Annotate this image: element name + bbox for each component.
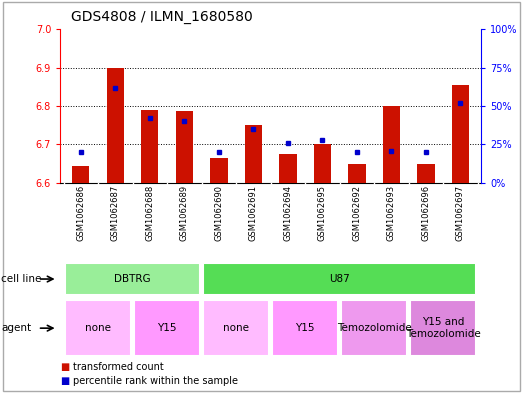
Bar <box>417 164 435 183</box>
Bar <box>141 110 158 183</box>
Text: none: none <box>85 323 111 333</box>
Text: Y15 and
Temozolomide: Y15 and Temozolomide <box>406 318 481 339</box>
Text: GSM1062694: GSM1062694 <box>283 185 292 241</box>
Bar <box>107 68 124 183</box>
Bar <box>411 300 476 356</box>
Bar <box>203 300 269 356</box>
Text: ■: ■ <box>60 362 70 373</box>
Text: GSM1062686: GSM1062686 <box>76 185 85 241</box>
Text: Y15: Y15 <box>157 323 177 333</box>
Bar <box>72 165 89 183</box>
Text: GDS4808 / ILMN_1680580: GDS4808 / ILMN_1680580 <box>71 10 253 24</box>
Bar <box>176 111 193 183</box>
Bar <box>134 300 200 356</box>
Text: percentile rank within the sample: percentile rank within the sample <box>73 376 238 386</box>
Bar <box>314 144 331 183</box>
Text: GSM1062693: GSM1062693 <box>387 185 396 241</box>
Bar <box>203 263 476 295</box>
Bar <box>272 300 338 356</box>
Text: ■: ■ <box>60 376 70 386</box>
Text: GSM1062695: GSM1062695 <box>318 185 327 241</box>
Bar <box>452 85 469 183</box>
Text: GSM1062689: GSM1062689 <box>180 185 189 241</box>
Bar <box>210 158 228 183</box>
Bar <box>342 300 407 356</box>
Bar <box>65 263 200 295</box>
Bar <box>279 154 297 183</box>
Text: GSM1062687: GSM1062687 <box>111 185 120 241</box>
Text: GSM1062691: GSM1062691 <box>249 185 258 241</box>
Text: DBTRG: DBTRG <box>115 274 151 284</box>
Text: transformed count: transformed count <box>73 362 164 373</box>
Text: GSM1062690: GSM1062690 <box>214 185 223 241</box>
Text: GSM1062688: GSM1062688 <box>145 185 154 241</box>
Bar <box>245 125 262 183</box>
Text: cell line: cell line <box>1 274 41 284</box>
Bar <box>348 163 366 183</box>
Text: Temozolomide: Temozolomide <box>337 323 412 333</box>
Text: Y15: Y15 <box>295 323 315 333</box>
Text: U87: U87 <box>329 274 350 284</box>
Text: none: none <box>223 323 249 333</box>
Text: GSM1062696: GSM1062696 <box>422 185 430 241</box>
Text: GSM1062697: GSM1062697 <box>456 185 465 241</box>
Text: agent: agent <box>1 323 31 333</box>
Bar <box>383 106 400 183</box>
Bar <box>65 300 131 356</box>
Text: GSM1062692: GSM1062692 <box>353 185 361 241</box>
